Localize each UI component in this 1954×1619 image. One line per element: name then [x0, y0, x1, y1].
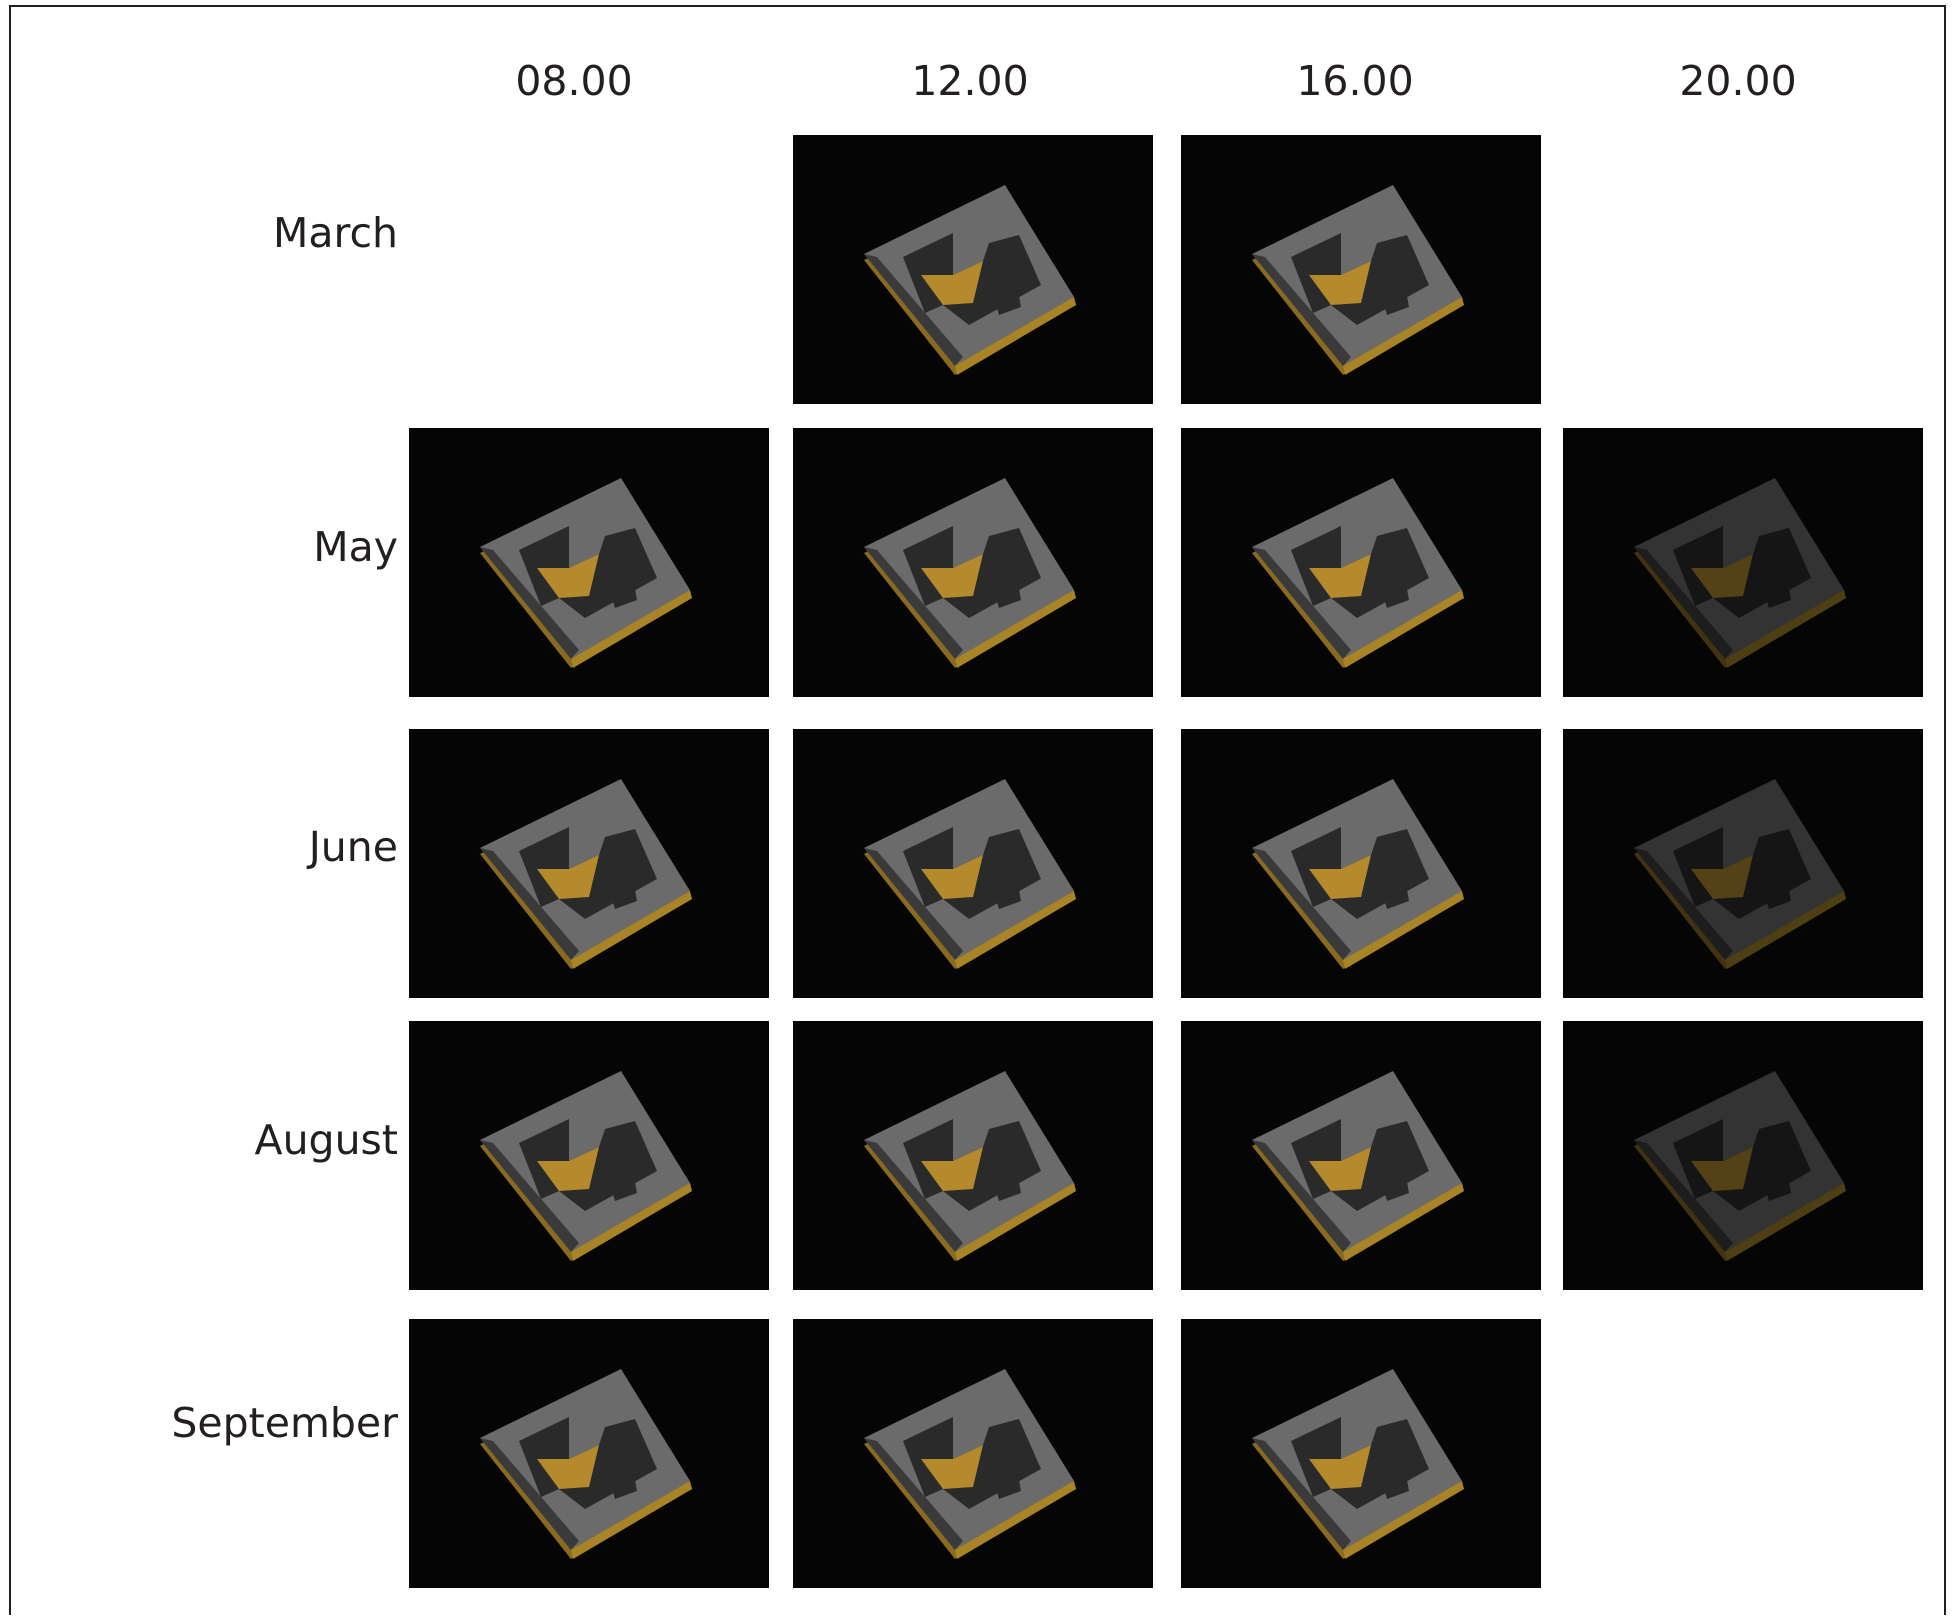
render-image [1181, 135, 1541, 404]
render-image [793, 135, 1153, 404]
frame [9, 5, 1946, 1619]
column-header: 20.00 [1679, 57, 1796, 105]
render-image [1181, 428, 1541, 697]
column-header: 12.00 [911, 57, 1028, 105]
render-image [793, 1319, 1153, 1588]
row-label: June [306, 823, 398, 871]
render-image [793, 428, 1153, 697]
row-label: August [255, 1116, 398, 1164]
render-image [1563, 1021, 1923, 1290]
row-label: May [313, 523, 398, 571]
render-image [409, 1021, 769, 1290]
render-image [1563, 428, 1923, 697]
column-header: 16.00 [1296, 57, 1413, 105]
render-image [409, 428, 769, 697]
render-image [1563, 729, 1923, 998]
render-image [409, 729, 769, 998]
render-image [1181, 1319, 1541, 1588]
render-image [793, 1021, 1153, 1290]
row-label: March [273, 209, 398, 257]
render-image [793, 729, 1153, 998]
render-image [1181, 1021, 1541, 1290]
render-image [409, 1319, 769, 1588]
column-header: 08.00 [515, 57, 632, 105]
row-label: September [171, 1399, 398, 1447]
render-image [1181, 729, 1541, 998]
